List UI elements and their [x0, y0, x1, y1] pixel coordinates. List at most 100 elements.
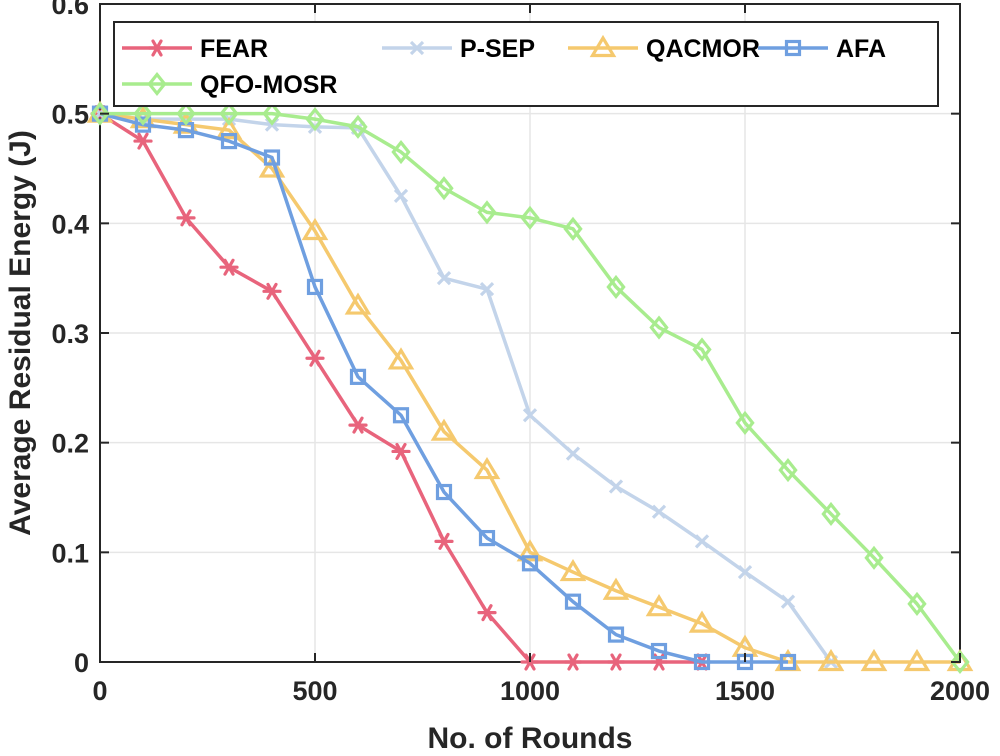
- data-point-afa: [650, 642, 668, 660]
- data-point-qfo-mosr: [176, 101, 196, 126]
- data-point-fear: [391, 442, 411, 460]
- data-point-qfo-mosr-shape: [821, 501, 841, 527]
- legend-marker-qfo-mosr: [147, 71, 167, 97]
- data-point-afa-shape: [263, 149, 281, 166]
- data-point-qacmor: [430, 418, 458, 441]
- data-point-qfo-mosr-shape: [864, 545, 884, 570]
- series-qfo-mosr: [90, 101, 970, 675]
- data-point-qacmor: [344, 292, 372, 315]
- data-point-qfo-mosr: [477, 200, 497, 225]
- legend-marker-afa: [784, 39, 802, 57]
- data-point-fear: [348, 416, 368, 434]
- data-point-qacmor: [817, 648, 845, 672]
- data-point-qacmor-shape: [645, 594, 673, 617]
- data-point-qacmor: [559, 558, 587, 582]
- data-point-qacmor-shape: [215, 117, 243, 140]
- legend-entry-qacmor: QACMOR: [568, 34, 760, 63]
- data-point-fear: [133, 132, 153, 150]
- data-point-afa-shape: [564, 593, 582, 610]
- data-point-qacmor-shape: [516, 539, 544, 562]
- data-point-qfo-mosr-shape: [735, 410, 755, 435]
- data-point-p-sep-stroke: [436, 271, 452, 286]
- series-afa: [91, 105, 797, 671]
- data-point-fear-stroke: [395, 442, 407, 460]
- x-tick-label: 500: [292, 676, 337, 706]
- x-tick-label: 2000: [930, 676, 990, 706]
- data-point-afa-shape: [693, 653, 711, 671]
- data-point-p-sep: [651, 504, 667, 519]
- data-point-afa-shape: [220, 132, 238, 150]
- data-point-p-sep-stroke: [694, 534, 710, 549]
- data-point-qfo-mosr: [305, 107, 325, 132]
- x-tick-label: 0: [92, 676, 107, 706]
- data-point-p-sep: [694, 534, 710, 549]
- data-point-p-sep: [479, 282, 495, 297]
- data-point-qfo-mosr: [950, 649, 970, 675]
- data-point-qacmor: [301, 217, 329, 241]
- data-point-afa: [349, 368, 367, 385]
- data-point-afa: [564, 593, 582, 610]
- data-point-qacmor-shape: [301, 217, 329, 241]
- data-point-qacmor: [645, 594, 673, 617]
- data-point-qacmor-shape: [258, 155, 286, 178]
- data-point-fear-stroke: [438, 532, 450, 550]
- data-point-fear-stroke: [481, 604, 493, 622]
- data-point-p-sep: [436, 271, 452, 286]
- data-point-p-sep-stroke: [565, 446, 581, 461]
- legend-marker-qfo-mosr-shape: [147, 71, 167, 97]
- data-point-qacmor: [602, 577, 630, 600]
- data-point-fear: [606, 653, 626, 671]
- legend-entry-qfo-mosr: QFO-MOSR: [122, 71, 338, 99]
- series-line-p-sep: [99, 111, 833, 664]
- legend-label-qacmor: QACMOR: [646, 35, 760, 63]
- data-point-qfo-mosr: [391, 139, 411, 165]
- data-point-qacmor-shape: [688, 610, 716, 633]
- series-line-qacmor: [99, 111, 960, 664]
- data-point-fear: [219, 258, 239, 276]
- data-point-qfo-mosr: [606, 274, 626, 300]
- data-point-qfo-mosr: [348, 114, 368, 139]
- data-point-p-sep-stroke: [780, 594, 796, 609]
- data-point-qfo-mosr-shape: [692, 337, 712, 362]
- legend-label-afa: AFA: [836, 35, 886, 63]
- legend-label-p-sep: P-SEP: [460, 35, 535, 63]
- data-point-afa: [521, 555, 539, 572]
- legend-entry-p-sep: P-SEP: [382, 35, 535, 63]
- data-point-qacmor-shape: [559, 558, 587, 582]
- data-point-afa: [435, 483, 453, 501]
- data-point-afa: [220, 132, 238, 150]
- data-point-fear-stroke: [223, 258, 235, 276]
- legend-marker-qacmor-shape: [589, 34, 617, 58]
- data-point-afa-shape: [607, 626, 625, 643]
- data-point-qfo-mosr: [563, 216, 583, 241]
- y-axis-label: Average Residual Energy (J): [4, 130, 37, 536]
- data-point-qacmor-shape: [344, 292, 372, 315]
- axis-ticks: 0 500 1000 1500 2000 0 0.1 0.2 0.3 0.4 0.5 0.6: [51, 0, 990, 706]
- data-point-qacmor-shape: [860, 648, 888, 672]
- data-point-fear: [176, 209, 196, 227]
- data-point-qacmor: [516, 539, 544, 562]
- data-point-qfo-mosr-shape: [219, 101, 239, 126]
- data-point-fear-stroke: [567, 653, 579, 671]
- legend-box: [113, 21, 939, 107]
- data-point-qfo-mosr: [434, 176, 454, 201]
- data-point-qfo-mosr: [520, 205, 540, 230]
- data-point-qfo-mosr-shape: [907, 591, 927, 616]
- data-point-qacmor-shape: [387, 347, 415, 370]
- y-tick-label: 0.6: [51, 0, 89, 20]
- legend-entry-fear: FEAR: [122, 35, 268, 63]
- legend-marker-fear: [147, 39, 167, 57]
- data-point-p-sep-stroke: [479, 282, 495, 297]
- data-point-qfo-mosr: [649, 315, 669, 340]
- y-tick-label: 0.1: [51, 538, 89, 568]
- data-point-qfo-mosr-shape: [606, 274, 626, 300]
- data-point-afa: [478, 529, 496, 547]
- data-point-afa: [607, 626, 625, 643]
- data-point-fear-stroke: [180, 209, 192, 227]
- data-point-qfo-mosr: [692, 337, 712, 362]
- data-point-qfo-mosr-shape: [434, 176, 454, 201]
- data-point-qfo-mosr-shape: [778, 458, 798, 483]
- data-point-afa-shape: [779, 653, 797, 671]
- data-point-p-sep-stroke: [393, 188, 409, 204]
- data-point-qacmor: [215, 117, 243, 140]
